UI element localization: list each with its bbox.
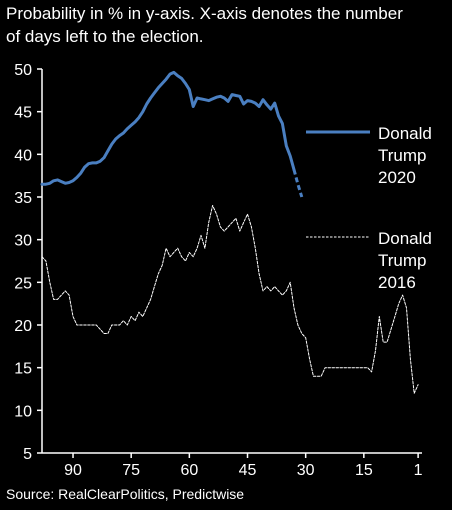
legend-label-trump-2020: Trump bbox=[378, 146, 427, 165]
x-tick-label: 75 bbox=[122, 462, 140, 479]
legend-label-trump-2016: 2016 bbox=[378, 273, 416, 292]
x-tick-label: 45 bbox=[239, 462, 257, 479]
y-tick-label: 15 bbox=[14, 361, 32, 378]
series-line-trump-2016 bbox=[41, 205, 419, 394]
chart-axes: 5 10 15 20 25 30 35 40 45 50 90 75 60 45 30 15 1 bbox=[14, 62, 422, 479]
y-tick-label: 25 bbox=[14, 275, 32, 292]
series-line-trump-2020 bbox=[40, 70, 296, 186]
y-tick-label: 10 bbox=[14, 403, 32, 420]
y-tick-label: 50 bbox=[14, 62, 32, 79]
source-note: Source: RealClearPolitics, Predictwise bbox=[6, 486, 245, 502]
y-tick-label: 45 bbox=[14, 105, 32, 122]
x-tick-label: 1 bbox=[414, 462, 423, 479]
y-tick-label: 40 bbox=[14, 147, 32, 164]
x-tick-label: 60 bbox=[180, 462, 198, 479]
y-tick-label: 5 bbox=[23, 446, 32, 463]
y-tick-label: 30 bbox=[14, 233, 32, 250]
legend-label-trump-2020: 2020 bbox=[378, 168, 416, 187]
legend-label-trump-2016: Trump bbox=[378, 251, 427, 270]
legend-label-trump-2016: Donald bbox=[378, 229, 432, 248]
chart-title-line-1: Probability in % in y-axis. X-axis denot… bbox=[6, 4, 403, 23]
legend-label-trump-2020: Donald bbox=[378, 124, 432, 143]
chart-title: Probability in % in y-axis. X-axis denot… bbox=[6, 2, 446, 48]
chart-title-line-2: of days left to the election. bbox=[6, 27, 204, 46]
x-tick-label: 90 bbox=[64, 462, 82, 479]
x-tick-label: 15 bbox=[355, 462, 373, 479]
chart-series bbox=[40, 70, 419, 394]
x-tick-label: 30 bbox=[297, 462, 315, 479]
chart-legend: Donald Trump 2020 Donald Trump 2016 bbox=[306, 124, 432, 292]
y-tick-label: 20 bbox=[14, 318, 32, 335]
series-line-trump-2020-tail bbox=[292, 169, 304, 198]
y-tick-label: 35 bbox=[14, 190, 32, 207]
